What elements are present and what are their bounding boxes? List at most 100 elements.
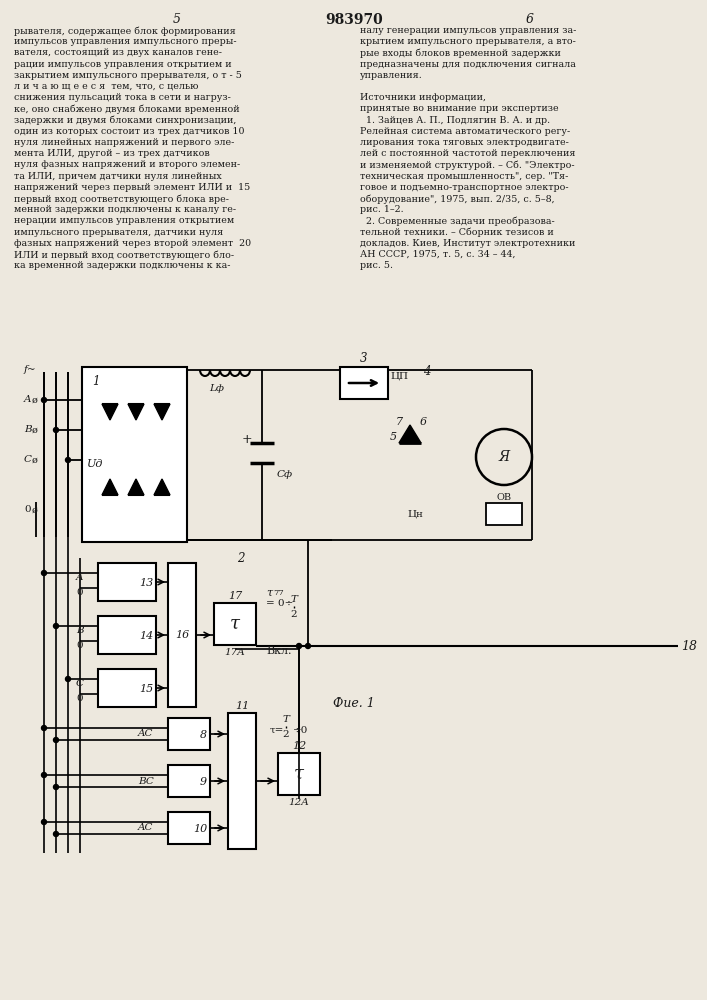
Circle shape (42, 772, 47, 778)
Polygon shape (399, 425, 421, 443)
Text: 17A: 17A (225, 648, 245, 657)
Text: Источники информации,: Источники информации, (360, 93, 486, 102)
Bar (214, 603, 256, 645)
Text: ка временной задержки подключены к ка-: ка временной задержки подключены к ка- (14, 261, 230, 270)
Text: 14: 14 (139, 631, 153, 641)
Text: 5: 5 (173, 13, 181, 26)
Text: лирования тока тяговых электродвигате-: лирования тока тяговых электродвигате- (360, 138, 569, 147)
Text: Релейная система автоматического регу-: Релейная система автоматического регу- (360, 127, 571, 136)
Text: и изменяемой структурой. – Сб. "Электро-: и изменяемой структурой. – Сб. "Электро- (360, 160, 575, 170)
Text: крытием импульсного прерывателя, а вто-: крытием импульсного прерывателя, а вто- (360, 37, 576, 46)
Text: техническая промышленность", сер. "Тя-: техническая промышленность", сер. "Тя- (360, 172, 568, 181)
Text: ø: ø (32, 456, 38, 464)
Text: 0: 0 (76, 641, 83, 650)
Bar (278, 753, 320, 795)
Text: 8: 8 (200, 730, 207, 740)
Text: рывателя, содержащее блок формирования: рывателя, содержащее блок формирования (14, 26, 235, 35)
Text: Я: Я (498, 450, 510, 464)
Text: Вкл.: Вкл. (266, 646, 291, 656)
Text: τ: τ (230, 615, 240, 633)
Text: 6: 6 (420, 417, 427, 427)
Bar (98, 563, 156, 601)
Text: Cф: Cф (277, 470, 293, 479)
Text: лей с постоянной частотой переключения: лей с постоянной частотой переключения (360, 149, 575, 158)
Text: A: A (76, 573, 83, 582)
Polygon shape (154, 404, 170, 420)
Circle shape (42, 570, 47, 576)
Text: управления.: управления. (360, 71, 423, 80)
Polygon shape (128, 479, 144, 495)
Text: Цн: Цн (407, 510, 423, 519)
Bar (168, 765, 210, 797)
Text: +: + (242, 433, 252, 446)
Text: 1. Зайцев А. П., Подлягин В. А. и др.: 1. Зайцев А. П., Подлягин В. А. и др. (360, 116, 550, 125)
Circle shape (54, 624, 59, 629)
Text: f~: f~ (24, 365, 37, 374)
Text: ке, оно снабжено двумя блоками временной: ке, оно снабжено двумя блоками временной (14, 104, 240, 114)
Text: импульсного прерывателя, датчики нуля: импульсного прерывателя, датчики нуля (14, 228, 223, 237)
Text: 983970: 983970 (325, 13, 383, 27)
Text: менной задержки подключены к каналу ге-: менной задержки подключены к каналу ге- (14, 205, 236, 214)
Text: АН СССР, 1975, т. 5, с. 34 – 44,: АН СССР, 1975, т. 5, с. 34 – 44, (360, 250, 515, 259)
Text: нерации импульсов управления открытием: нерации импульсов управления открытием (14, 216, 234, 225)
Text: A: A (24, 395, 32, 404)
Text: 18: 18 (681, 641, 697, 654)
Text: = 0÷: = 0÷ (266, 599, 293, 608)
Text: 3: 3 (361, 352, 368, 365)
Bar (98, 669, 156, 707)
Circle shape (296, 644, 301, 648)
Text: принятые во внимание при экспертизе: принятые во внимание при экспертизе (360, 104, 559, 113)
Text: ОВ: ОВ (496, 493, 512, 502)
Text: 2: 2 (283, 730, 289, 739)
Bar (82, 367, 187, 542)
Circle shape (66, 458, 71, 462)
Text: напряжений через первый элемент ИЛИ и  15: напряжений через первый элемент ИЛИ и 15 (14, 183, 250, 192)
Circle shape (42, 397, 47, 402)
Text: снижения пульсаций тока в сети и нагруз-: снижения пульсаций тока в сети и нагруз- (14, 93, 231, 102)
Text: 0: 0 (24, 506, 30, 514)
Text: τ: τ (294, 765, 304, 783)
Text: 0: 0 (76, 694, 83, 703)
Text: 5: 5 (390, 432, 397, 442)
Text: рис. 1–2.: рис. 1–2. (360, 205, 404, 214)
Text: B: B (76, 626, 84, 635)
Text: рые входы блоков временной задержки: рые входы блоков временной задержки (360, 48, 561, 58)
Text: 9: 9 (200, 777, 207, 787)
Text: рис. 5.: рис. 5. (360, 261, 393, 270)
Text: вателя, состоящий из двух каналов гене-: вателя, состоящий из двух каналов гене- (14, 48, 222, 57)
Text: тельной техники. – Сборник тезисов и: тельной техники. – Сборник тезисов и (360, 228, 554, 237)
Text: нуля фазных напряжений и второго элемен-: нуля фазных напряжений и второго элемен- (14, 160, 240, 169)
Text: AC: AC (139, 730, 153, 738)
Text: 12A: 12A (288, 798, 310, 807)
Text: ø: ø (32, 506, 38, 514)
Text: Lф: Lф (209, 384, 225, 393)
Text: 77: 77 (273, 589, 284, 597)
Text: закрытием импульсного прерывателя, о т - 5: закрытием импульсного прерывателя, о т -… (14, 71, 242, 80)
Circle shape (42, 726, 47, 730)
Text: C: C (24, 456, 32, 464)
Text: 17: 17 (228, 591, 242, 601)
Text: мента ИЛИ, другой – из трех датчиков: мента ИЛИ, другой – из трех датчиков (14, 149, 210, 158)
Text: T: T (291, 594, 298, 603)
Text: предназначены для подключения сигнала: предназначены для подключения сигнала (360, 60, 576, 69)
Text: T: T (283, 716, 289, 724)
Text: 1: 1 (92, 375, 100, 388)
Text: 7: 7 (396, 417, 403, 427)
Text: 4: 4 (423, 365, 431, 378)
Text: 2: 2 (291, 610, 298, 619)
Text: 12: 12 (292, 741, 306, 751)
Text: налу генерации импульсов управления за-: налу генерации импульсов управления за- (360, 26, 576, 35)
Circle shape (54, 832, 59, 836)
Polygon shape (102, 479, 118, 495)
Bar (98, 616, 156, 654)
Text: ø: ø (32, 426, 38, 434)
Text: 6: 6 (526, 13, 534, 26)
Text: ø: ø (32, 395, 38, 404)
Text: 0: 0 (76, 588, 83, 597)
Circle shape (54, 428, 59, 432)
Polygon shape (102, 404, 118, 420)
Bar (486, 503, 522, 525)
Text: 13: 13 (139, 578, 153, 588)
Circle shape (54, 784, 59, 790)
Text: оборудование", 1975, вып. 2/35, с. 5–8,: оборудование", 1975, вып. 2/35, с. 5–8, (360, 194, 554, 204)
